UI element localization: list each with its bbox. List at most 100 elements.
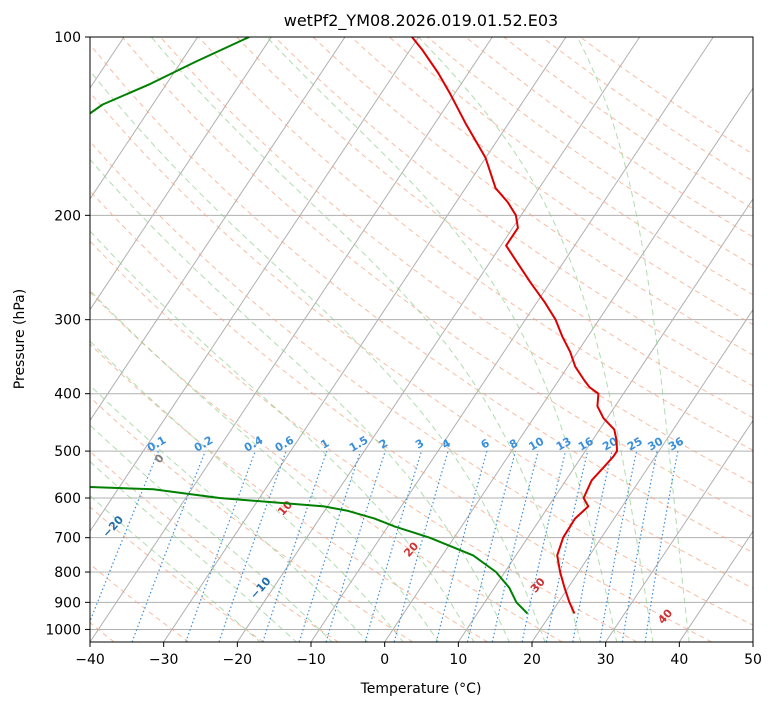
dry-adiabat-line: [90, 450, 339, 642]
moist-adiabat-line: [418, 37, 654, 642]
y-tick-label: 900: [54, 595, 81, 611]
moist-adiabat-line: [90, 230, 475, 642]
moist-adiabat-line: [90, 340, 404, 642]
dewpoint-profile-line: [90, 37, 529, 615]
isotherm-line: [90, 37, 272, 311]
mixing-ratio-label: 3: [413, 437, 426, 452]
dry-adiabat-line: [90, 291, 563, 642]
y-tick-label: 1000: [45, 622, 81, 638]
mixing-ratio-line: [325, 450, 386, 642]
profile-series: [90, 37, 618, 615]
dry-adiabat-line: [121, 37, 753, 519]
x-axis-title: Temperature (°C): [360, 681, 482, 697]
dry-adiabat-line: [90, 396, 414, 642]
y-tick-label: 100: [54, 30, 81, 46]
dry-adiabat-line: [90, 190, 712, 642]
background-lines: [90, 37, 753, 642]
dry-adiabat-label: 0: [152, 451, 167, 466]
y-axis-title: Pressure (hPa): [12, 289, 28, 389]
x-tick-label: 50: [744, 652, 762, 668]
dry-adiabat-line: [579, 37, 753, 155]
isotherm-line: [90, 37, 420, 533]
dry-adiabat-label: 40: [655, 606, 675, 626]
moist-adiabat-line: [90, 424, 333, 642]
dry-adiabat-line: [312, 37, 753, 356]
moist-adiabat-line: [90, 495, 261, 642]
mixing-ratio-line: [218, 450, 287, 642]
mixing-ratio-line: [90, 450, 160, 623]
x-tick-label: −10: [296, 652, 326, 668]
moist-adiabat-line: [90, 460, 298, 642]
moist-adiabat-line: [90, 158, 510, 642]
plot-frame: [89, 36, 754, 643]
mixing-ratio-line: [298, 450, 362, 642]
isotherm-line: [90, 37, 493, 642]
dry-adiabat-line: [389, 37, 753, 296]
dry-adiabat-line: [90, 91, 753, 589]
moist-adiabat-line: [576, 37, 690, 642]
mixing-ratio-line: [262, 450, 328, 642]
mixing-ratio-line: [466, 450, 517, 642]
y-tick-label: 300: [54, 313, 81, 329]
dry-adiabat-label: 30: [528, 575, 548, 595]
dry-adiabat-line: [90, 563, 190, 642]
isotherm-line: [752, 641, 753, 642]
dry-adiabat-line: [160, 37, 753, 485]
mixing-ratio-line: [435, 450, 488, 642]
moist-adiabat-line: [150, 37, 582, 642]
y-tick-label: 500: [54, 444, 81, 460]
isotherm-line: [236, 37, 641, 642]
y-tick-label: 800: [54, 565, 81, 581]
dry-adiabat-line: [350, 37, 753, 326]
moist-adiabat-line: [266, 37, 618, 642]
line-labels: 0.10.20.40.611.52346810131620253036−100−…: [100, 433, 686, 626]
mixing-ratio-line: [521, 450, 567, 642]
isotherm-line: [384, 87, 753, 642]
mixing-ratio-label: 8: [507, 437, 520, 452]
isotherm-line: [531, 308, 753, 642]
mixing-ratio-line: [185, 450, 256, 642]
temperature-profile-line: [411, 37, 618, 614]
dry-adiabat-label: 10: [275, 498, 295, 518]
mixing-ratio-line: [599, 450, 638, 642]
dry-adiabat-label: −10: [248, 574, 274, 601]
mixing-ratio-label: 4: [440, 436, 453, 451]
dry-adiabat-label: −20: [100, 513, 126, 540]
moist-adiabat-line: [90, 384, 369, 642]
y-tick-label: 200: [54, 208, 81, 224]
y-tick-label: 600: [54, 491, 81, 507]
dry-adiabat-line: [503, 37, 753, 210]
mixing-ratio-line: [393, 450, 449, 642]
isotherm-line: [90, 37, 346, 422]
mixing-ratio-label: 6: [479, 436, 492, 451]
x-tick-label: −20: [223, 652, 253, 668]
moist-adiabat-line: [90, 289, 440, 642]
dry-adiabat-line: [90, 140, 753, 626]
chart-title: wetPf2_YM08.2026.019.01.52.E03: [284, 11, 558, 31]
mixing-ratio-label: 2: [377, 437, 390, 452]
x-tick-label: 30: [597, 652, 615, 668]
x-tick-label: 10: [449, 652, 467, 668]
dry-adiabat-line: [90, 43, 753, 554]
x-tick-label: 0: [380, 652, 389, 668]
y-axis: 100 200 300 400 500 600 700 800 900 1000: [45, 30, 90, 638]
isotherm-line: [163, 37, 567, 642]
mixing-ratio-line: [491, 450, 539, 642]
dry-adiabat-line: [274, 37, 753, 387]
moist-adiabat-line: [90, 70, 546, 642]
x-tick-label: 20: [523, 652, 541, 668]
x-tick-label: 40: [670, 652, 688, 668]
x-tick-label: −30: [149, 652, 179, 668]
x-tick-label: −40: [75, 652, 105, 668]
isotherm-line: [90, 37, 199, 200]
mixing-ratio-line: [545, 450, 589, 642]
x-axis: −40 −30 −20 −10 0 10 20 30 40 50: [75, 642, 762, 668]
isotherm-line: [678, 530, 753, 642]
dry-adiabat-line: [90, 240, 638, 642]
y-tick-label: 700: [54, 531, 81, 547]
isotherm-line: [457, 197, 753, 642]
mixing-ratio-line: [131, 450, 206, 642]
isotherm-line: [605, 419, 753, 642]
y-tick-label: 400: [54, 387, 81, 403]
